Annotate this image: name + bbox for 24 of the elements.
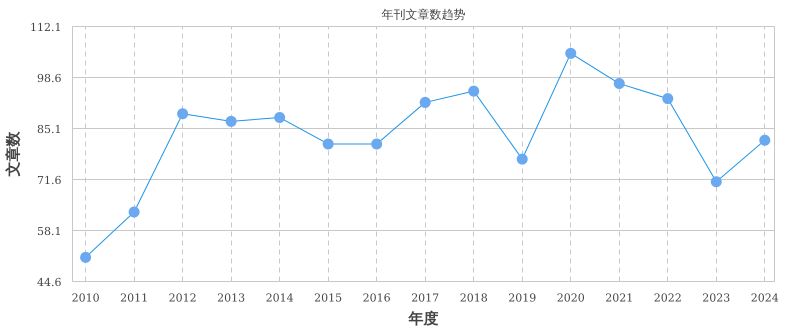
x-tick-label: 2013 xyxy=(217,292,246,304)
y-tick-label: 71.6 xyxy=(37,174,62,187)
y-tick-label: 112.1 xyxy=(30,21,62,34)
x-tick-label: 2010 xyxy=(72,292,100,304)
x-tick-label: 2022 xyxy=(654,292,682,304)
x-tick-label: 2019 xyxy=(508,292,536,304)
x-tick-label: 2011 xyxy=(120,292,148,304)
y-axis-title: 文章数 xyxy=(4,130,22,178)
y-tick-label: 98.6 xyxy=(37,72,62,85)
x-tick-label: 2018 xyxy=(460,292,488,304)
x-tick-label: 2016 xyxy=(362,292,391,304)
y-tick-label: 85.1 xyxy=(37,123,62,136)
x-tick-label: 2012 xyxy=(168,292,197,304)
x-axis-title: 年度 xyxy=(408,310,438,328)
x-tick-label: 2023 xyxy=(702,292,730,304)
chart-title: 年刊文章数趋势 xyxy=(382,8,466,22)
x-tick-label: 2014 xyxy=(266,292,294,304)
y-tick-label: 58.1 xyxy=(37,225,62,238)
x-tick-label: 2015 xyxy=(314,292,342,304)
x-tick-label: 2024 xyxy=(750,292,779,304)
y-tick-label: 44.6 xyxy=(37,276,62,289)
x-tick-label: 2017 xyxy=(411,292,440,304)
x-tick-label: 2021 xyxy=(605,292,634,304)
x-tick-label: 2020 xyxy=(556,292,585,304)
